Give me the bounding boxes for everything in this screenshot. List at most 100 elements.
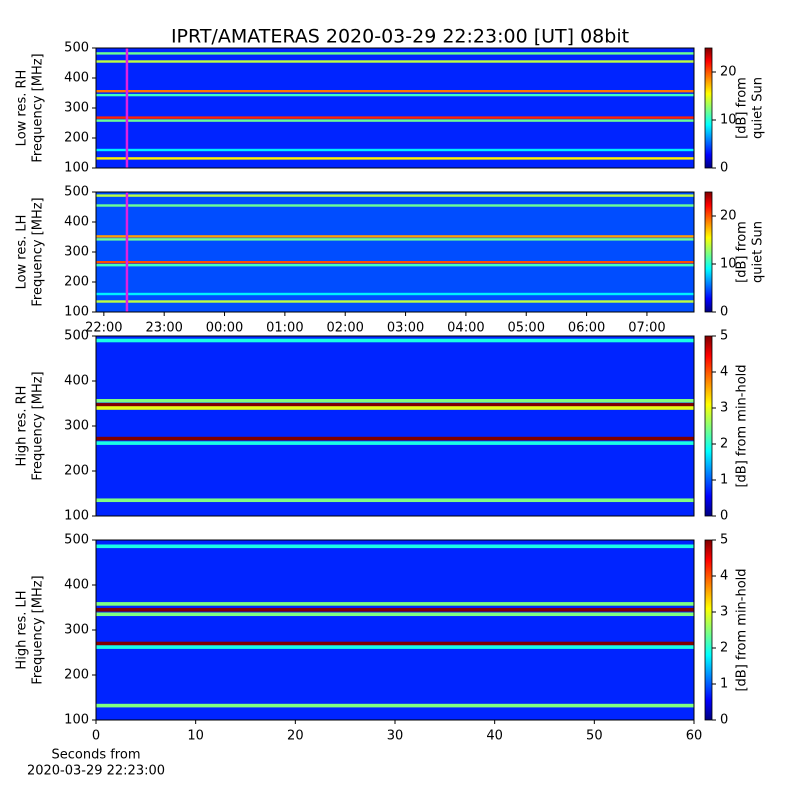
- y-axis-label: Low res. RH: [15, 70, 30, 147]
- heatmap-band: [96, 436, 694, 441]
- heatmap-band: [96, 441, 694, 445]
- y-tick-label: 400: [64, 215, 89, 230]
- colorbar-label: [dB] from min-hold: [735, 568, 750, 691]
- y-tick-label: 100: [64, 713, 89, 728]
- colorbar-tick-label: 4: [720, 569, 728, 584]
- heatmap-band: [96, 119, 694, 122]
- y-tick-label: 500: [64, 41, 89, 56]
- colorbar-tick-label: 1: [720, 473, 728, 488]
- colorbar-label: [dB] from: [735, 221, 750, 283]
- y-tick-label: 400: [64, 374, 89, 389]
- y-axis-label: Frequency [MHz]: [31, 371, 46, 480]
- heatmap-band: [96, 52, 694, 55]
- heatmap-band: [96, 235, 694, 238]
- y-tick-label: 200: [64, 668, 89, 683]
- colorbar-tick-label: 10: [720, 113, 737, 128]
- x-axis-label: 2020-03-29 22:23:00: [27, 764, 165, 779]
- x-axis-label: Seconds from: [51, 748, 140, 763]
- x-tick-label: 30: [387, 729, 404, 744]
- heatmap-band: [96, 194, 694, 197]
- y-tick-label: 100: [64, 509, 89, 524]
- heatmap-band: [96, 544, 694, 549]
- y-tick-label: 500: [64, 533, 89, 548]
- y-tick-label: 500: [64, 185, 89, 200]
- colorbar-tick-label: 10: [720, 257, 737, 272]
- colorbar-tick-label: 1: [720, 677, 728, 692]
- colorbar-tick-label: 3: [720, 401, 728, 416]
- heatmap-band: [96, 90, 694, 93]
- heatmap-band: [96, 204, 694, 207]
- heatmap-band: [96, 403, 694, 407]
- colorbar-label: [dB] from: [735, 77, 750, 139]
- heatmap-band: [96, 264, 694, 267]
- y-tick-label: 200: [64, 464, 89, 479]
- colorbar-tick-label: 0: [720, 713, 728, 728]
- colorbar-tick-label: 20: [720, 209, 737, 224]
- heatmap-band: [96, 612, 694, 617]
- colorbar-tick-label: 5: [720, 533, 728, 548]
- colorbar-label: quiet Sun: [751, 221, 766, 283]
- y-tick-label: 100: [64, 305, 89, 320]
- x-tick-label: 05:00: [508, 321, 545, 336]
- heatmap-band: [96, 157, 694, 160]
- x-tick-label: 10: [187, 729, 204, 744]
- heatmap-band: [96, 399, 694, 403]
- x-tick-label: 01:00: [266, 321, 303, 336]
- y-axis-label: High res. LH: [15, 590, 30, 669]
- x-tick-label: 22:00: [85, 321, 122, 336]
- x-tick-label: 06:00: [568, 321, 605, 336]
- colorbar-tick-label: 0: [720, 161, 728, 176]
- heatmap-background: [96, 540, 694, 720]
- heatmap-band: [96, 338, 694, 343]
- colorbar: [704, 335, 713, 517]
- y-tick-label: 300: [64, 419, 89, 434]
- heatmap-band: [96, 641, 694, 646]
- colorbar: [704, 539, 713, 721]
- y-tick-label: 400: [64, 578, 89, 593]
- x-tick-label: 50: [586, 729, 603, 744]
- y-tick-label: 300: [64, 101, 89, 116]
- heatmap-background: [96, 192, 694, 312]
- colorbar-tick-label: 0: [720, 509, 728, 524]
- x-tick-label: 40: [486, 729, 503, 744]
- heatmap-band: [96, 498, 694, 503]
- heatmap-background: [96, 336, 694, 516]
- heatmap-band: [96, 261, 694, 264]
- heatmap-background: [96, 48, 694, 168]
- x-tick-label: 07:00: [628, 321, 665, 336]
- y-tick-label: 300: [64, 623, 89, 638]
- colorbar-tick-label: 0: [720, 305, 728, 320]
- colorbar-tick-label: 5: [720, 329, 728, 344]
- colorbar: [704, 191, 713, 313]
- colorbar-tick-label: 4: [720, 365, 728, 380]
- x-tick-label: 60: [686, 729, 703, 744]
- x-tick-label: 23:00: [145, 321, 182, 336]
- heatmap-band: [96, 300, 694, 303]
- heatmap-band: [96, 406, 694, 410]
- x-tick-label: 0: [92, 729, 100, 744]
- colorbar-label: quiet Sun: [751, 77, 766, 139]
- x-tick-label: 00:00: [206, 321, 243, 336]
- heatmap-band: [96, 602, 694, 606]
- chart-title: IPRT/AMATERAS 2020-03-29 22:23:00 [UT] 0…: [171, 26, 629, 48]
- x-tick-label: 02:00: [326, 321, 363, 336]
- heatmap-band: [96, 645, 694, 649]
- x-tick-label: 04:00: [447, 321, 484, 336]
- y-tick-label: 300: [64, 245, 89, 260]
- colorbar-tick-label: 3: [720, 605, 728, 620]
- heatmap-band: [96, 238, 694, 241]
- colorbar: [704, 47, 713, 169]
- y-axis-label: Frequency [MHz]: [31, 53, 46, 162]
- x-tick-label: 20: [287, 729, 304, 744]
- heatmap-band: [96, 93, 694, 97]
- y-tick-label: 500: [64, 329, 89, 344]
- heatmap-band: [96, 607, 694, 612]
- y-tick-label: 400: [64, 71, 89, 86]
- heatmap-band: [96, 148, 694, 152]
- y-tick-label: 200: [64, 131, 89, 146]
- colorbar-tick-label: 2: [720, 641, 728, 656]
- y-axis-label: Frequency [MHz]: [31, 575, 46, 684]
- colorbar-tick-label: 2: [720, 437, 728, 452]
- y-axis-label: Low res. LH: [15, 215, 30, 290]
